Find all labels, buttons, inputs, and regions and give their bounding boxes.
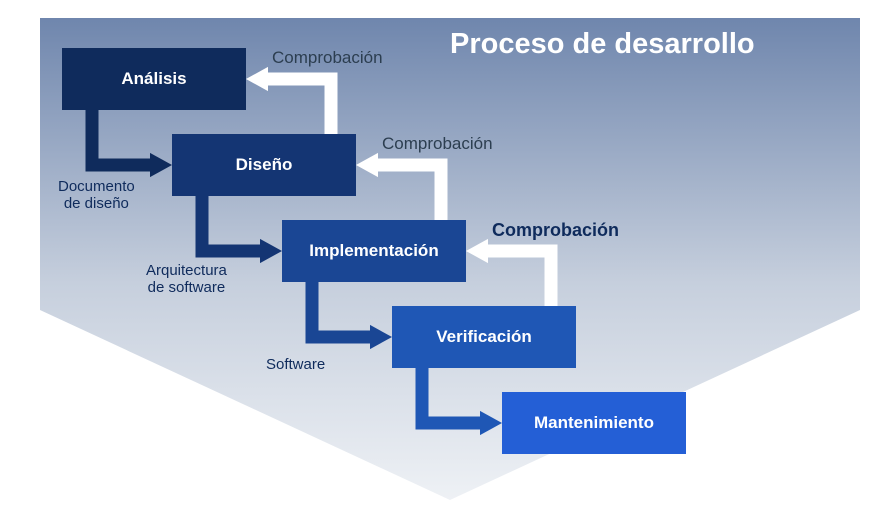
forward-label-verificacion: Software — [266, 356, 325, 373]
stage-box-implementacion: Implementación — [282, 220, 466, 282]
forward-arrow — [202, 196, 282, 263]
back-arrow — [466, 239, 551, 306]
forward-label-implementacion: Arquitecturade software — [146, 262, 227, 297]
stage-box-analisis: Análisis — [62, 48, 246, 110]
back-arrow — [246, 67, 331, 134]
forward-arrow — [92, 110, 172, 177]
forward-arrow — [312, 282, 392, 349]
stage-box-diseno: Diseño — [172, 134, 356, 196]
back-label-2: Comprobación — [492, 220, 619, 241]
stage-box-mantenimiento: Mantenimiento — [502, 392, 686, 454]
diagram-title: Proceso de desarrollo — [450, 28, 755, 61]
back-arrow — [356, 153, 441, 220]
stage-box-verificacion: Verificación — [392, 306, 576, 368]
forward-arrow — [422, 368, 502, 435]
back-label-1: Comprobación — [382, 134, 493, 154]
back-label-0: Comprobación — [272, 48, 383, 68]
forward-label-diseno: Documentode diseño — [58, 178, 135, 213]
diagram-root: Proceso de desarrollo Análisis Diseño Impl… — [0, 0, 894, 528]
